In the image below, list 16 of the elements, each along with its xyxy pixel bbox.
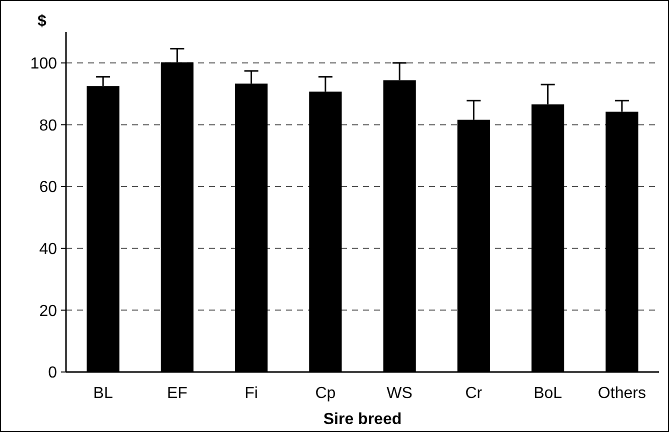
y-tick-label: 100	[30, 56, 58, 73]
y-tick-label: 40	[39, 240, 58, 258]
y-axis-title: $	[38, 13, 47, 30]
x-tick-label: Fi	[244, 385, 258, 402]
x-tick-label: WS	[386, 385, 412, 402]
x-tick-label: EF	[166, 385, 188, 402]
x-tick-label: BL	[93, 385, 113, 402]
x-tick-label: Cr	[465, 385, 483, 402]
y-tick-label: 80	[39, 117, 58, 134]
y-tick-label: 60	[39, 179, 58, 196]
x-tick-label: Others	[598, 385, 646, 402]
y-tick-label: 0	[48, 364, 58, 382]
x-tick-label: BoL	[534, 385, 562, 402]
y-tick-label: 20	[39, 302, 58, 320]
x-axis-title: Sire breed	[323, 411, 402, 428]
x-tick-label: Cp	[315, 385, 336, 402]
